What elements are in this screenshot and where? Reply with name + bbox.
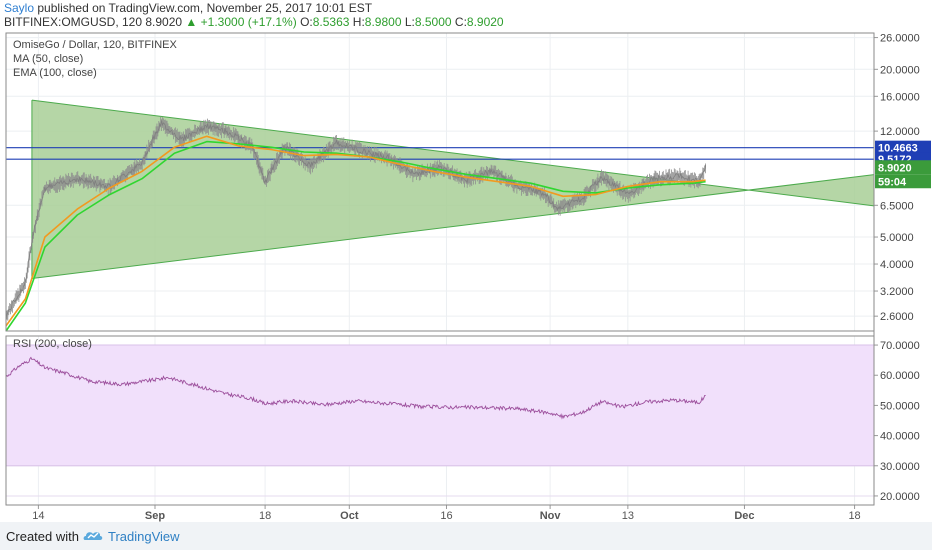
rsi-tick-label: 70.0000 xyxy=(880,340,920,352)
countdown-tag-bg xyxy=(875,174,931,189)
level-tag-upper-bg xyxy=(875,140,931,155)
open-value: 8.5363 xyxy=(312,15,350,29)
symbol-line: BITFINEX:OMGUSD, 120 8.9020 ▲ +1.3000 (+… xyxy=(4,15,504,29)
rsi-line xyxy=(5,356,706,420)
change-value: +1.3000 (+17.1%) xyxy=(200,15,297,29)
rsi-band xyxy=(6,345,874,466)
triangle-lower-line xyxy=(31,174,875,279)
y-tick-label: 6.5000 xyxy=(880,200,914,212)
close-label: C: xyxy=(454,15,467,29)
y-tick-label: 20.0000 xyxy=(880,64,920,76)
rsi-pane[interactable] xyxy=(5,344,874,467)
y-tick-label: 12.0000 xyxy=(880,126,920,138)
x-tick-label: 18 xyxy=(848,510,860,522)
y-tick-label: 4.0000 xyxy=(880,259,914,271)
author-link[interactable]: Saylo xyxy=(4,1,35,15)
low-value: 8.5000 xyxy=(414,15,452,29)
y-tick-label: 2.6000 xyxy=(880,311,914,323)
y-tick-label: 16.0000 xyxy=(880,91,920,103)
change-up-icon: ▲ xyxy=(185,15,198,29)
created-with-text: Created with xyxy=(6,529,79,544)
price-line xyxy=(5,120,706,319)
symbol-name: BITFINEX:OMGUSD, 120 xyxy=(4,15,143,29)
last-price-tag: 8.9020 xyxy=(875,160,931,175)
countdown-tag: 59:04 xyxy=(875,174,931,189)
tradingview-cloud-icon xyxy=(83,532,103,540)
published-text: published on TradingView.com, November 2… xyxy=(37,1,373,15)
x-tick-label: Nov xyxy=(540,510,562,522)
last-price: 8.9020 xyxy=(145,15,183,29)
x-tick-label: Oct xyxy=(340,510,359,522)
main-pane-title: OmiseGo / Dollar, 120, BITFINEX xyxy=(13,39,177,51)
level-tag-upper-label: 10.4663 xyxy=(878,143,918,155)
countdown-tag-label: 59:04 xyxy=(878,176,907,188)
x-tick-label: 13 xyxy=(622,510,634,522)
publish-line: Saylo published on TradingView.com, Nove… xyxy=(4,1,372,15)
y-tick-label: 5.0000 xyxy=(880,232,914,244)
rsi-tick-label: 50.0000 xyxy=(880,400,920,412)
price-axis[interactable]: 26.0000 20.0000 16.0000 12.0000 6.5000 5.0000… xyxy=(874,33,931,503)
pane-frames xyxy=(5,32,875,506)
ma-line xyxy=(5,135,706,327)
ma-legend: MA (50, close) xyxy=(13,53,83,65)
tradingview-brand[interactable]: TradingView xyxy=(108,529,180,544)
ema-legend: EMA (100, close) xyxy=(13,67,97,79)
close-value: 8.9020 xyxy=(466,15,504,29)
chart-area[interactable]: 26.0000 20.0000 16.0000 12.0000 6.5000 5.0000… xyxy=(0,0,932,522)
x-tick-label: Dec xyxy=(734,510,754,522)
rsi-tick-label: 60.0000 xyxy=(880,370,920,382)
rsi-pane-title: RSI (200, close) xyxy=(13,338,92,350)
x-tick-label: 14 xyxy=(32,510,44,522)
level-tag-upper: 10.4663 xyxy=(875,140,931,155)
x-tick-label: 16 xyxy=(440,510,452,522)
rsi-tick-label: 30.0000 xyxy=(880,461,920,473)
y-tick-label: 3.2000 xyxy=(880,286,914,298)
high-value: 8.9800 xyxy=(364,15,402,29)
high-label: H: xyxy=(352,15,365,29)
open-label: O: xyxy=(300,15,313,29)
legend: OmiseGo / Dollar, 120, BITFINEX MA (50, … xyxy=(13,39,177,350)
y-tick-label: 26.0000 xyxy=(880,33,920,45)
x-tick-label: 18 xyxy=(259,510,271,522)
rsi-tick-label: 20.0000 xyxy=(880,491,920,503)
rsi-tick-label: 40.0000 xyxy=(880,431,920,443)
last-price-tag-bg xyxy=(875,160,931,175)
triangle-upper-line xyxy=(31,99,875,207)
low-label: L: xyxy=(404,15,415,29)
x-tick-label: Sep xyxy=(145,510,165,522)
last-price-tag-label: 8.9020 xyxy=(878,162,912,174)
footer: Created with TradingView xyxy=(0,522,932,550)
price-pane[interactable] xyxy=(5,99,875,332)
time-axis[interactable]: 14 Sep 18 Oct 16 Nov 13 Dec 18 xyxy=(32,505,861,522)
